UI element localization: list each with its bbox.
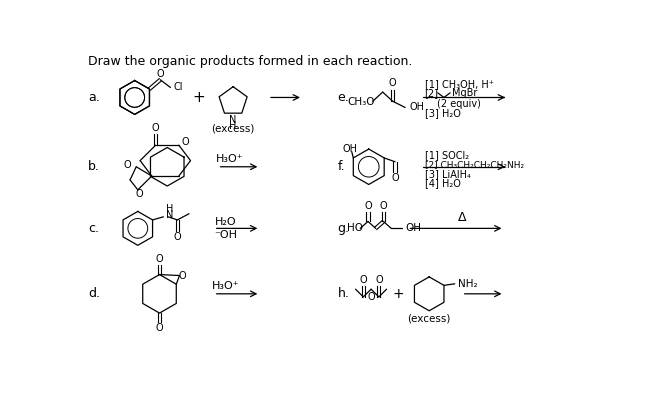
Text: (excess): (excess) xyxy=(407,313,451,324)
Text: [4] H₂O: [4] H₂O xyxy=(424,178,461,188)
Text: O: O xyxy=(364,201,372,211)
Text: +: + xyxy=(192,90,205,105)
Text: a.: a. xyxy=(88,91,100,104)
Text: O: O xyxy=(380,201,387,211)
Text: H₂O: H₂O xyxy=(215,217,236,227)
Text: g.: g. xyxy=(338,222,350,235)
Text: OH: OH xyxy=(405,223,421,233)
Text: O: O xyxy=(375,275,382,285)
Text: Δ: Δ xyxy=(457,211,466,224)
Text: O: O xyxy=(179,271,186,281)
Text: OH: OH xyxy=(342,144,358,154)
Text: O: O xyxy=(152,123,159,133)
Text: O: O xyxy=(181,137,189,147)
Text: O: O xyxy=(136,189,143,200)
Text: N: N xyxy=(230,115,237,125)
Text: [2]: [2] xyxy=(424,88,439,98)
Text: O: O xyxy=(391,173,399,183)
Text: e.: e. xyxy=(338,91,350,104)
Text: O: O xyxy=(155,254,163,264)
Text: NH₂: NH₂ xyxy=(458,279,478,289)
Text: O: O xyxy=(157,69,164,79)
Text: [3] LiAlH₄: [3] LiAlH₄ xyxy=(424,169,470,179)
Text: b.: b. xyxy=(88,160,100,173)
Text: [1] SOCl₂: [1] SOCl₂ xyxy=(424,150,468,160)
Text: HO: HO xyxy=(347,223,363,233)
Text: O: O xyxy=(359,275,367,285)
Text: CH₃O: CH₃O xyxy=(347,97,375,107)
Text: H: H xyxy=(230,121,237,131)
Text: h.: h. xyxy=(338,287,350,300)
Text: f.: f. xyxy=(338,160,345,173)
Text: H: H xyxy=(166,204,173,214)
Text: c.: c. xyxy=(88,222,99,235)
Text: MgBr: MgBr xyxy=(452,88,477,98)
Text: O: O xyxy=(389,78,397,88)
Text: OH: OH xyxy=(410,102,425,113)
Text: O: O xyxy=(155,324,163,333)
Text: O: O xyxy=(367,292,375,302)
Text: [2] CH₃CH₂CH₂CH₂NH₂: [2] CH₃CH₂CH₂CH₂NH₂ xyxy=(424,160,523,169)
Text: O: O xyxy=(174,232,181,242)
Text: N: N xyxy=(166,210,173,220)
Text: (2 equiv): (2 equiv) xyxy=(437,99,481,109)
Text: (excess): (excess) xyxy=(211,123,255,133)
Text: Cl: Cl xyxy=(173,82,183,93)
Text: H₃O⁺: H₃O⁺ xyxy=(212,281,239,291)
Text: [3] H₂O: [3] H₂O xyxy=(424,108,461,118)
Text: Draw the organic products formed in each reaction.: Draw the organic products formed in each… xyxy=(88,55,413,68)
Text: [1] CH₃OH, H⁺: [1] CH₃OH, H⁺ xyxy=(424,79,493,89)
Text: O: O xyxy=(124,160,132,170)
Text: ⁻OH: ⁻OH xyxy=(214,230,237,239)
Text: d.: d. xyxy=(88,287,100,300)
Text: +: + xyxy=(392,287,404,301)
Text: H₃O⁺: H₃O⁺ xyxy=(215,154,243,164)
